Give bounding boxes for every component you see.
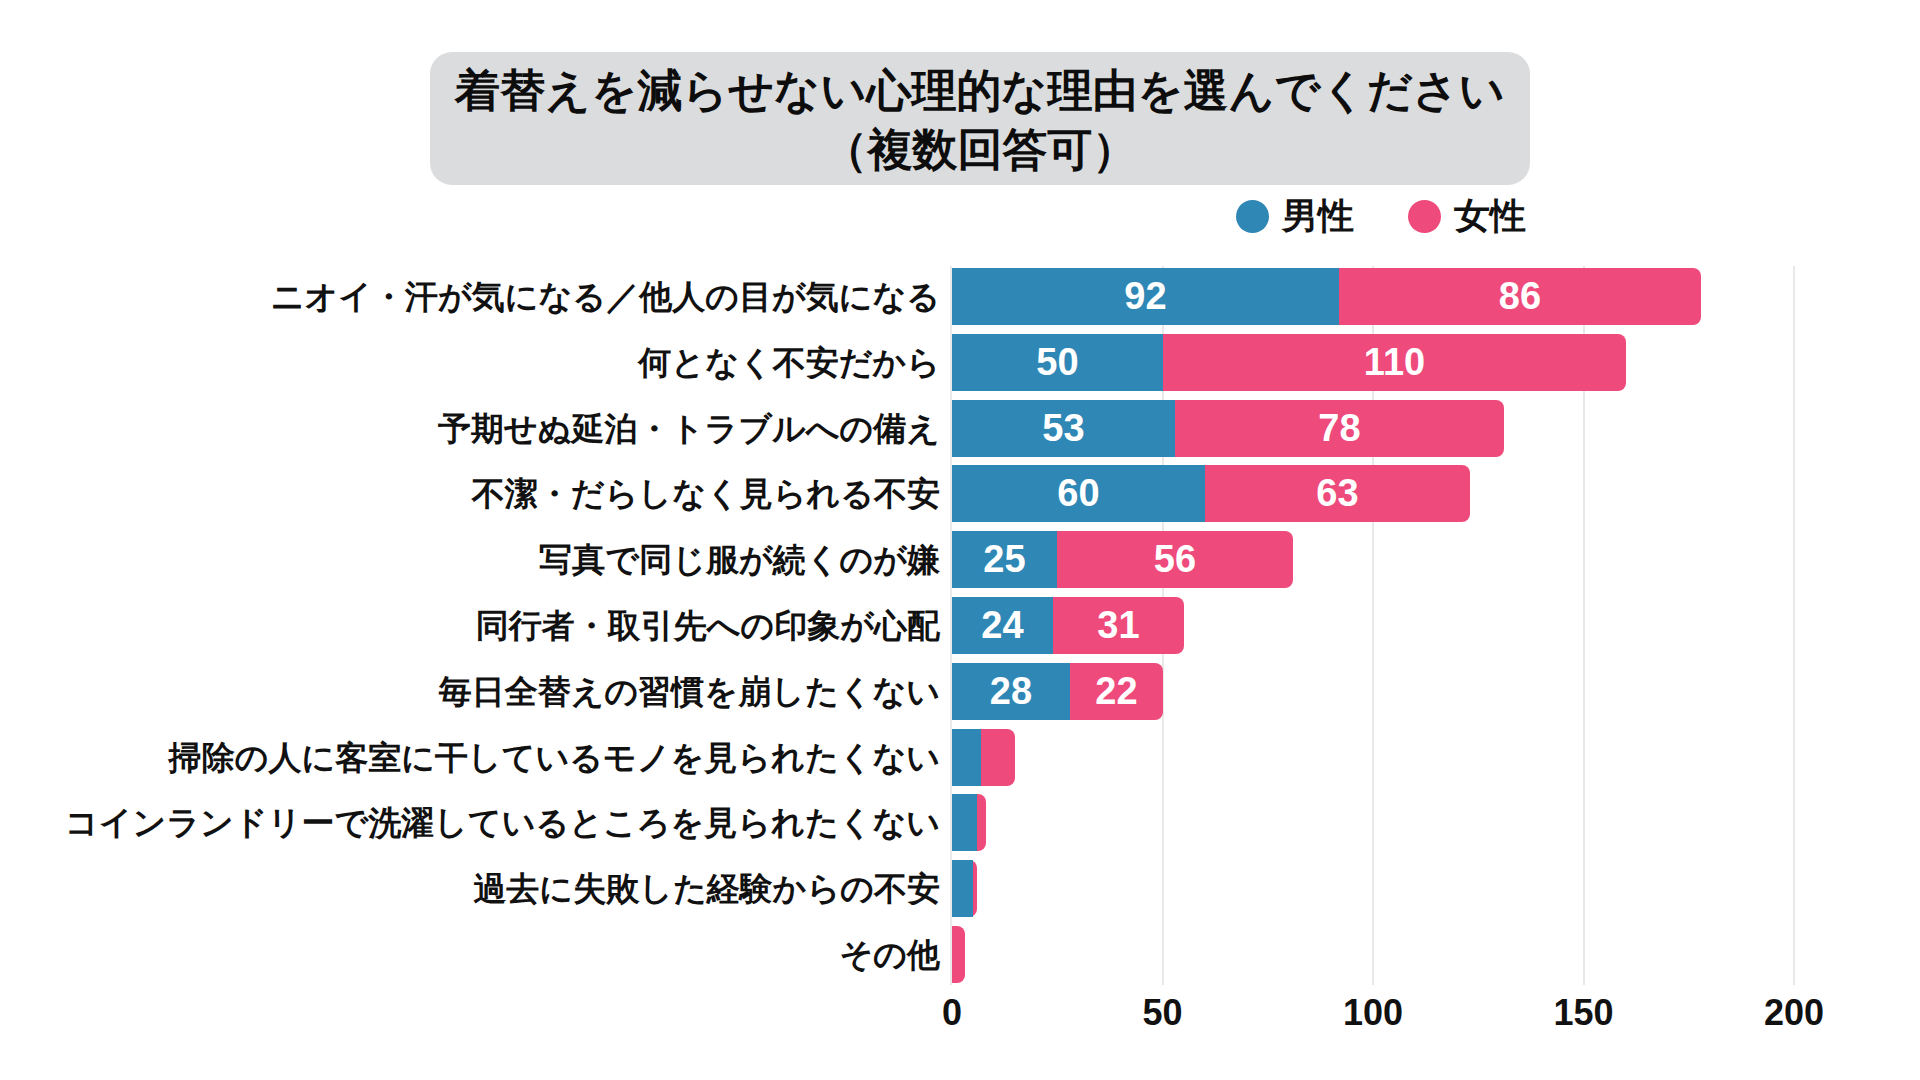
- female-value-label: 78: [1175, 400, 1504, 457]
- bar-row: 2822: [952, 663, 1163, 720]
- category-label: 何となく不安だから: [40, 334, 940, 391]
- category-label: 掃除の人に客室に干しているモノを見られたくない: [40, 729, 940, 786]
- bar-segment-male: [952, 794, 977, 851]
- page: 着替えを減らせない心理的な理由を選んでください （複数回答可） 男性 女性 05…: [0, 0, 1920, 1080]
- male-value-label: 53: [952, 400, 1175, 457]
- female-value-label: 31: [1053, 597, 1184, 654]
- category-label: その他: [40, 926, 940, 983]
- bar-segment-male: [952, 729, 981, 786]
- male-value-label: 24: [952, 597, 1053, 654]
- bar-row: [952, 926, 965, 983]
- category-label: 不潔・だらしなく見られる不安: [40, 465, 940, 522]
- category-label: 予期せぬ延泊・トラブルへの備え: [40, 400, 940, 457]
- bar-row: 5378: [952, 400, 1504, 457]
- male-value-label: 92: [952, 268, 1339, 325]
- bar-row: [952, 860, 977, 917]
- category-label: 写真で同じ服が続くのが嫌: [40, 531, 940, 588]
- female-value-label: 63: [1205, 465, 1470, 522]
- x-axis-tick-150: 150: [1524, 992, 1644, 1034]
- gridline-200: [1793, 266, 1795, 985]
- category-label: 過去に失敗した経験からの不安: [40, 860, 940, 917]
- x-axis-tick-50: 50: [1103, 992, 1223, 1034]
- male-value-label: 50: [952, 334, 1163, 391]
- category-label: ニオイ・汗が気になる／他人の目が気になる: [40, 268, 940, 325]
- female-value-label: 110: [1163, 334, 1626, 391]
- bar-row: 9286: [952, 268, 1701, 325]
- x-axis-tick-100: 100: [1313, 992, 1433, 1034]
- bar-segment-male: [952, 860, 973, 917]
- bar-row: 2556: [952, 531, 1293, 588]
- bar-row: 2431: [952, 597, 1184, 654]
- bar-row: 50110: [952, 334, 1626, 391]
- bar-segment-female: [952, 926, 965, 983]
- bar-row: [952, 794, 986, 851]
- male-value-label: 25: [952, 531, 1057, 588]
- x-axis-tick-0: 0: [892, 992, 1012, 1034]
- male-value-label: 28: [952, 663, 1070, 720]
- bar-chart: 050100150200ニオイ・汗が気になる／他人の目が気になる9286何となく…: [0, 0, 1920, 1080]
- female-value-label: 56: [1057, 531, 1293, 588]
- bar-row: [952, 729, 1015, 786]
- category-label: 毎日全替えの習慣を崩したくない: [40, 663, 940, 720]
- bar-row: 6063: [952, 465, 1470, 522]
- category-label: 同行者・取引先への印象が心配: [40, 597, 940, 654]
- x-axis-tick-200: 200: [1734, 992, 1854, 1034]
- female-value-label: 86: [1339, 268, 1701, 325]
- male-value-label: 60: [952, 465, 1205, 522]
- female-value-label: 22: [1070, 663, 1163, 720]
- category-label: コインランドリーで洗濯しているところを見られたくない: [40, 794, 940, 851]
